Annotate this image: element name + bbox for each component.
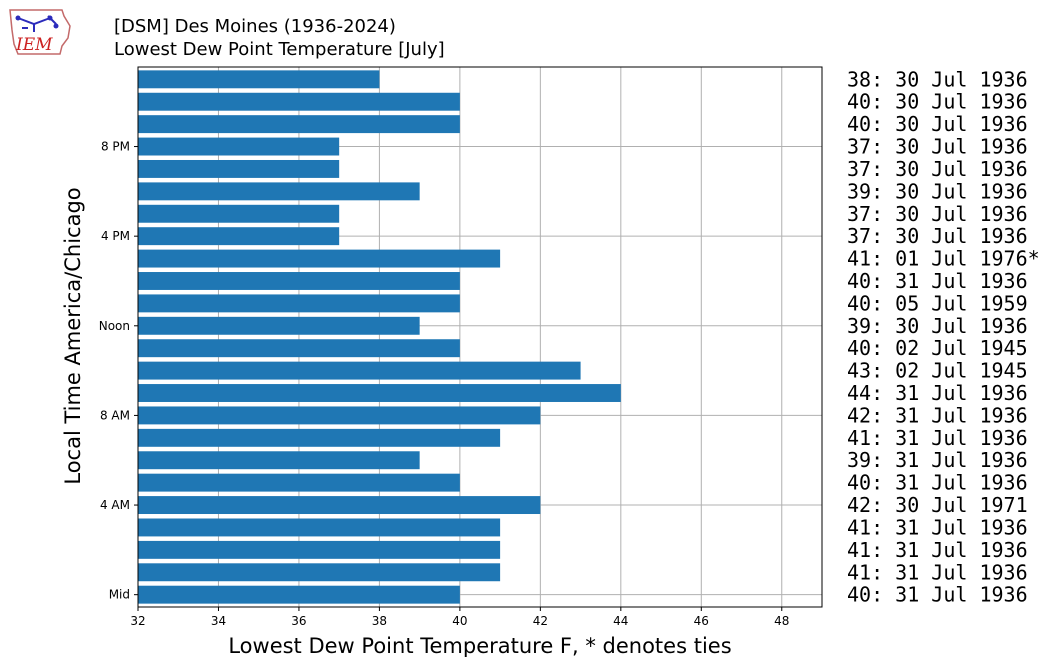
chart-title: [DSM] Des Moines (1936-2024) xyxy=(114,16,396,37)
annotation-hour-15: 41: 01 Jul 1976* xyxy=(847,247,1040,271)
iem-logo: IEM xyxy=(4,4,74,62)
x-tick-label: 48 xyxy=(774,614,789,628)
bar-hour-11 xyxy=(138,339,460,358)
x-axis-label: Lowest Dew Point Temperature F, * denote… xyxy=(228,634,731,657)
y-axis-label: Local Time America/Chicago xyxy=(61,187,85,484)
bar-hour-19 xyxy=(138,159,340,178)
x-tick-label: 46 xyxy=(694,614,709,628)
annotation-hour-14: 40: 31 Jul 1936 xyxy=(847,269,1028,293)
annotation-hour-17: 37: 30 Jul 1936 xyxy=(847,202,1028,226)
annotation-hour-16: 37: 30 Jul 1936 xyxy=(847,224,1028,248)
annotation-hour-8: 42: 31 Jul 1936 xyxy=(847,403,1028,427)
annotation-hour-9: 44: 31 Jul 1936 xyxy=(847,381,1028,405)
annotation-hour-19: 37: 30 Jul 1936 xyxy=(847,157,1028,181)
bar-hour-12 xyxy=(138,316,420,335)
bar-hour-9 xyxy=(138,384,621,402)
annotation-hour-11: 40: 02 Jul 1945 xyxy=(847,336,1028,360)
annotation-hour-10: 43: 02 Jul 1945 xyxy=(847,359,1028,383)
bar-hour-2 xyxy=(138,540,501,559)
bar-hour-1 xyxy=(138,563,501,582)
x-tick-label: 44 xyxy=(613,614,628,628)
annotation-hour-12: 39: 30 Jul 1936 xyxy=(847,314,1028,338)
x-tick-label: 38 xyxy=(372,614,387,628)
annotation-hour-3: 41: 31 Jul 1936 xyxy=(847,515,1028,539)
x-tick-label: 32 xyxy=(130,614,145,628)
bar-hour-14 xyxy=(138,272,460,290)
annotation-hour-21: 40: 30 Jul 1936 xyxy=(847,112,1028,136)
bar-hour-15 xyxy=(138,249,501,268)
y-tick-label: 8 AM xyxy=(100,408,130,422)
annotation-hour-20: 37: 30 Jul 1936 xyxy=(847,135,1028,159)
y-tick-label: 4 AM xyxy=(100,498,130,512)
bar-hour-16 xyxy=(138,227,340,246)
bar-hour-20 xyxy=(138,137,340,156)
annotation-hour-23: 38: 30 Jul 1936 xyxy=(847,67,1028,91)
y-tick-label: Noon xyxy=(99,319,130,333)
bar-hour-17 xyxy=(138,204,340,223)
annotation-hour-13: 40: 05 Jul 1959 xyxy=(847,291,1028,315)
y-axis-ticks: Mid 4 AM 8 AM Noon 4 PM 8 PM xyxy=(99,140,138,602)
bar-hour-22 xyxy=(138,92,460,111)
bar-hour-4 xyxy=(138,496,541,515)
bar-hour-18 xyxy=(138,182,420,201)
annotation-hour-1: 41: 31 Jul 1936 xyxy=(847,560,1028,584)
annotation-hour-2: 41: 31 Jul 1936 xyxy=(847,538,1028,562)
bar-hour-7 xyxy=(138,428,501,447)
x-tick-label: 36 xyxy=(291,614,306,628)
bar-hour-8 xyxy=(138,406,541,425)
chart-subtitle: Lowest Dew Point Temperature [July] xyxy=(114,39,445,60)
bar-hour-10 xyxy=(138,361,581,380)
plot-frame xyxy=(137,66,823,608)
x-axis-ticks: 32 34 36 38 40 42 44 46 48 xyxy=(130,607,789,628)
bar-hour-0 xyxy=(138,585,460,604)
bar-hour-5 xyxy=(138,473,460,492)
annotation-hour-6: 39: 31 Jul 1936 xyxy=(847,448,1028,472)
bars xyxy=(138,70,621,604)
bar-hour-6 xyxy=(138,451,420,470)
bar-hour-13 xyxy=(138,294,460,313)
bar-hour-3 xyxy=(138,518,501,537)
x-tick-label: 34 xyxy=(211,614,226,628)
y-tick-label: 4 PM xyxy=(101,229,130,243)
x-tick-label: 42 xyxy=(533,614,548,628)
y-tick-label: Mid xyxy=(109,588,130,602)
bar-hour-21 xyxy=(138,115,460,134)
y-tick-label: 8 PM xyxy=(101,140,130,154)
x-tick-label: 40 xyxy=(452,614,467,628)
annotation-hour-7: 41: 31 Jul 1936 xyxy=(847,426,1028,450)
annotation-hour-18: 39: 30 Jul 1936 xyxy=(847,179,1028,203)
annotation-hour-0: 40: 31 Jul 1936 xyxy=(847,583,1028,607)
annotation-hour-5: 40: 31 Jul 1936 xyxy=(847,471,1028,495)
annotation-hour-22: 40: 30 Jul 1936 xyxy=(847,90,1028,114)
annotation-hour-4: 42: 30 Jul 1971 xyxy=(847,493,1028,517)
svg-text:IEM: IEM xyxy=(15,35,53,55)
bar-hour-23 xyxy=(138,70,380,89)
